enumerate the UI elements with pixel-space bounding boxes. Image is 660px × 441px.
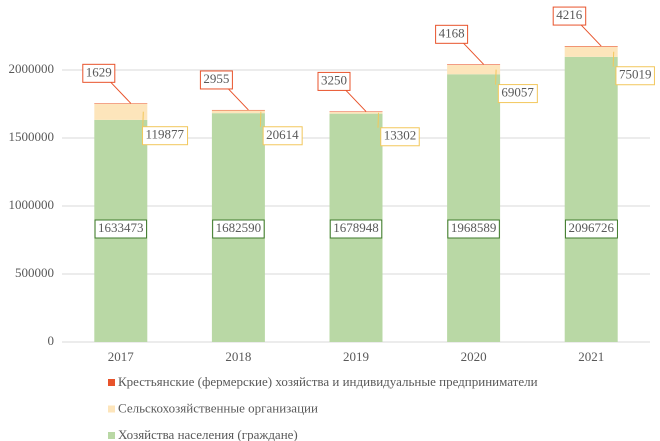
data-label: 4168 — [439, 25, 465, 40]
leader-line — [612, 51, 615, 67]
data-label: 1678948 — [333, 220, 379, 235]
data-label-box — [94, 219, 148, 239]
data-label: 1629 — [86, 64, 112, 79]
bar-segment — [211, 109, 265, 111]
data-label: 3250 — [321, 72, 347, 87]
legend-label: Хозяйства населения (граждане) — [118, 427, 298, 441]
data-label: 20614 — [266, 127, 299, 142]
bar-segment — [564, 46, 618, 47]
leader-line — [377, 112, 379, 128]
data-label: 69057 — [501, 85, 534, 100]
leader-line — [345, 90, 367, 112]
leader-line — [259, 111, 262, 127]
leader-line — [495, 69, 497, 85]
bar-segment — [564, 46, 618, 57]
x-tick-label: 2019 — [343, 349, 369, 364]
bar-segment — [329, 111, 383, 112]
leader-line — [580, 24, 602, 47]
data-label-box — [317, 71, 351, 91]
x-tick-label: 2018 — [225, 349, 251, 364]
bar-segment — [94, 103, 148, 120]
leader-line — [228, 88, 249, 111]
data-label: 13302 — [384, 128, 417, 143]
leader-line — [142, 111, 144, 127]
data-label-box — [380, 127, 420, 147]
data-label-box — [199, 70, 233, 90]
y-tick-label: 500000 — [15, 265, 54, 280]
leader-line — [463, 42, 484, 65]
y-tick-label: 1000000 — [9, 197, 55, 212]
leader-line — [110, 81, 132, 104]
x-tick-label: 2021 — [578, 349, 604, 364]
data-label-box — [447, 219, 500, 239]
data-label-box — [435, 24, 469, 44]
data-label: 2096726 — [568, 220, 614, 235]
legend-label: Сельскохозяйственные организации — [118, 400, 318, 415]
x-tick-label: 2017 — [108, 349, 135, 364]
data-label-box — [552, 6, 587, 26]
data-label-box — [262, 126, 303, 146]
legend-label: Крестьянские (фермерские) хозяйства и ин… — [118, 374, 538, 389]
legend-swatch — [108, 405, 115, 413]
bar-segment — [447, 64, 501, 75]
bar-segment — [564, 56, 618, 342]
x-tick-label: 2020 — [461, 349, 487, 364]
legend-swatch — [108, 432, 115, 439]
data-label-box — [329, 219, 383, 239]
bar-segment — [447, 74, 501, 342]
data-label: 2955 — [203, 71, 229, 86]
data-label-box — [82, 63, 116, 83]
bar-segment — [329, 111, 383, 114]
data-label-box — [497, 84, 538, 104]
y-tick-label: 1500000 — [9, 129, 55, 144]
data-label: 1633473 — [98, 220, 144, 235]
legend-swatch — [108, 379, 115, 386]
data-label: 1682590 — [216, 220, 262, 235]
bar-segment — [94, 103, 148, 104]
data-label: 119877 — [146, 127, 185, 142]
data-label: 4216 — [556, 7, 583, 22]
data-label-box — [615, 66, 655, 86]
bar-segment — [447, 64, 501, 65]
data-label-box — [564, 219, 618, 239]
data-label: 75019 — [619, 67, 652, 82]
y-tick-label: 0 — [48, 333, 55, 348]
data-label-box — [142, 126, 189, 146]
data-label-box — [212, 219, 265, 239]
data-label: 1968589 — [451, 220, 497, 235]
bar-segment — [211, 110, 265, 114]
y-tick-label: 2000000 — [9, 61, 55, 76]
